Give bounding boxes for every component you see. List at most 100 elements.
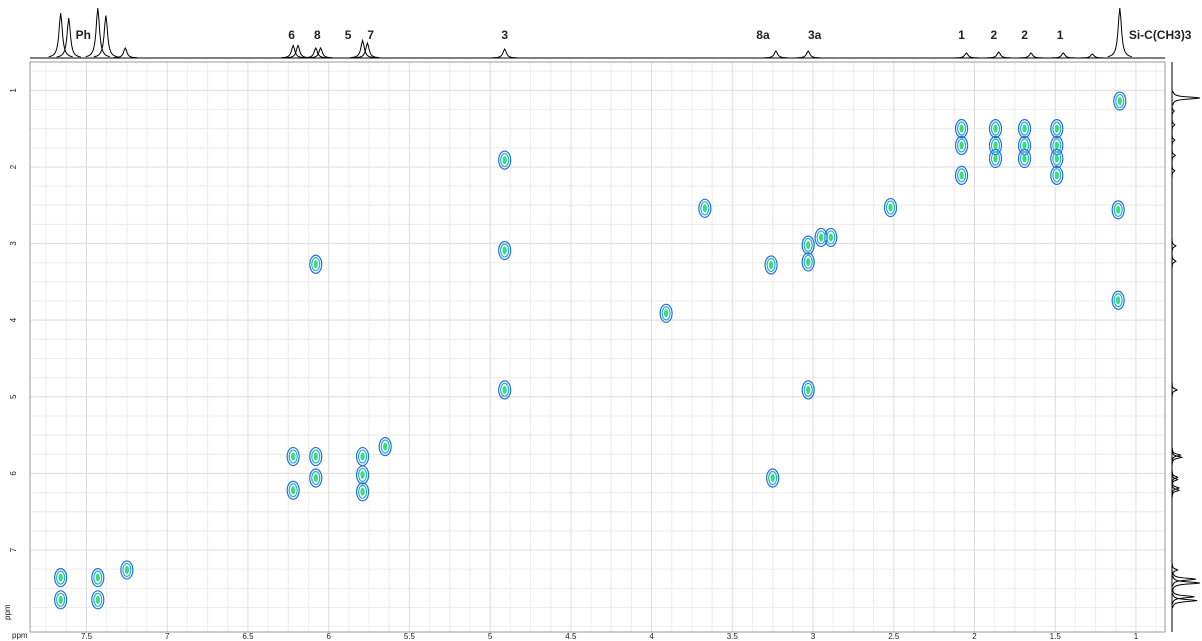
contour-mid (56, 570, 66, 585)
contour-outer (1111, 200, 1125, 220)
contour-core (360, 487, 365, 496)
contour-mid (288, 449, 298, 464)
top-projection-peak (1051, 52, 1076, 59)
top-projection-peak (355, 41, 380, 59)
side-projection-peak (1171, 470, 1179, 485)
contour-mid (56, 592, 66, 607)
cross-peak (698, 198, 712, 218)
side-projection-peak (1171, 148, 1177, 163)
y-tick-label: 1 (9, 88, 18, 93)
top-projection-peak (281, 44, 306, 59)
peak-label: 7 (367, 28, 374, 42)
cross-peak (309, 446, 323, 467)
contour-outer (1050, 135, 1064, 156)
contour-outer (498, 150, 512, 170)
side-projection-peak (1171, 238, 1177, 254)
contour-core (663, 309, 669, 318)
y-tick-label: 3 (9, 241, 18, 246)
contour-mid (357, 467, 368, 483)
contour-outer (1050, 148, 1064, 169)
contour-outer (309, 468, 323, 488)
cross-peak (54, 590, 68, 610)
contour-outer (91, 590, 105, 610)
contour-outer (54, 568, 68, 588)
peak-label: 8a (756, 28, 770, 42)
contour-core (1022, 154, 1027, 163)
cross-peak (954, 119, 969, 139)
cross-peak (1113, 91, 1127, 111)
contour-mid (500, 382, 510, 398)
x-tick-label: 1.5 (1050, 632, 1062, 641)
contour-mid (956, 138, 967, 153)
top-projection-peak (492, 47, 517, 59)
peak-label: 5 (345, 28, 352, 42)
side-projection-peak (1171, 103, 1175, 119)
top-projection-peak (1018, 52, 1044, 59)
contour-mid (990, 151, 1001, 166)
contour-mid (803, 382, 813, 398)
cross-peak (801, 380, 815, 400)
contour-core (313, 452, 318, 461)
x-tick-label: 6.5 (242, 632, 254, 641)
contour-mid (311, 449, 321, 464)
cross-peak (954, 165, 969, 185)
contour-mid (885, 200, 896, 215)
cross-peak (766, 468, 780, 488)
y-axis-title: ppm (3, 604, 12, 620)
top-projection-peak (763, 50, 788, 59)
contour-outer (286, 480, 300, 500)
cross-peak (498, 240, 512, 261)
top-projection-peak (954, 52, 979, 59)
side-projection-peak (1171, 163, 1176, 178)
side-projection-peak (1171, 253, 1177, 269)
cross-peak (91, 568, 105, 588)
cross-peak (498, 150, 512, 170)
cross-peak (1111, 200, 1125, 220)
cross-peak (378, 436, 392, 457)
contour-outer (801, 235, 815, 255)
plot-area (29, 61, 1166, 633)
x-tick-label: 5 (488, 632, 493, 641)
x-tick-label: 7.5 (81, 632, 93, 641)
contour-mid (768, 470, 778, 486)
contour-core (1022, 141, 1027, 150)
contour-mid (1052, 121, 1062, 136)
contour-mid (122, 562, 132, 578)
cross-peak (801, 235, 815, 255)
y-tick-label: 4 (9, 317, 18, 322)
contour-core (1054, 141, 1060, 150)
side-projection-peak (1172, 90, 1201, 106)
x-tick-label: 3 (811, 632, 816, 641)
contour-outer (988, 135, 1003, 156)
cross-peak (1050, 148, 1064, 169)
cross-peak (355, 482, 370, 502)
contour-core (1115, 296, 1121, 305)
peak-label: Ph (76, 28, 91, 42)
contour-core (1054, 154, 1060, 163)
contour-outer (498, 380, 512, 400)
contour-core (993, 141, 998, 150)
x-axis-title: ppm (12, 631, 28, 640)
contour-outer (883, 197, 898, 218)
peak-label: 3 (501, 28, 508, 42)
contour-mid (956, 121, 967, 136)
contour-core (993, 124, 998, 133)
contour-outer (286, 446, 300, 467)
contour-outer (1111, 290, 1125, 310)
top-projection-peak (48, 12, 73, 58)
contour-outer (355, 465, 370, 485)
x-tick-label: 7 (165, 632, 170, 641)
x-tick-label: 6 (326, 632, 331, 641)
top-projection-peak (796, 50, 821, 59)
contour-outer (814, 227, 828, 248)
cross-peak (286, 480, 300, 500)
cross-peak (988, 148, 1003, 169)
cross-peak (355, 446, 370, 467)
peak-label: 1 (958, 28, 965, 42)
y-tick-label: 7 (9, 547, 18, 552)
contour-mid (1115, 93, 1125, 109)
contour-core (805, 241, 811, 250)
contour-core (702, 204, 708, 213)
cross-peak (1050, 119, 1064, 139)
